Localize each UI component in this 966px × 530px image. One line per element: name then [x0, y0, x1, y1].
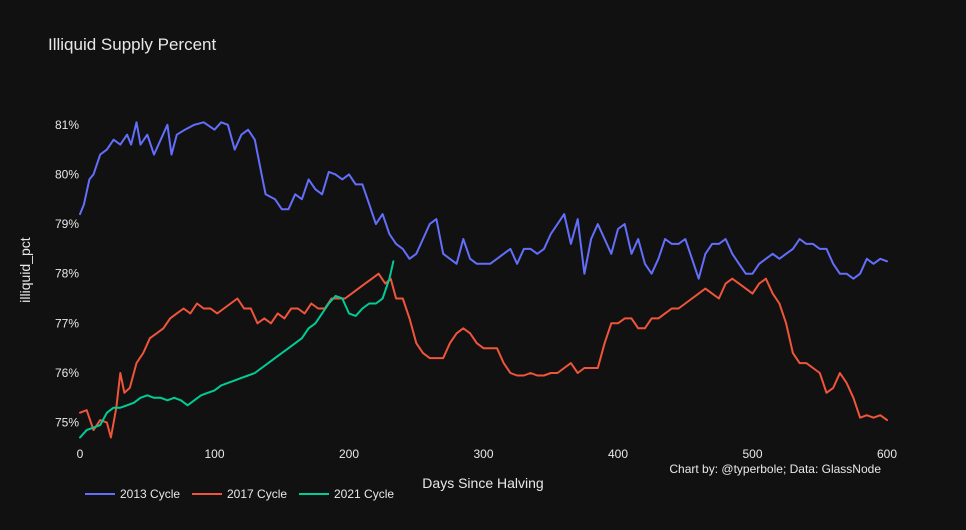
series-lines — [79, 121, 888, 439]
y-axis-ticks: 75% 76% 77% 78% 79% 80% 81% — [55, 118, 79, 430]
x-axis-label: Days Since Halving — [422, 475, 543, 491]
y-tick-label: 81% — [55, 118, 79, 132]
x-axis-ticks: 0 100 200 300 400 500 600 — [77, 447, 898, 461]
chart-legend: 2013 Cycle 2017 Cycle 2021 Cycle — [85, 487, 394, 501]
y-tick-label: 75% — [55, 416, 79, 430]
chart-credit: Chart by: @typerbole; Data: GlassNode — [669, 462, 881, 476]
series-line-2021-cycle — [79, 260, 395, 439]
y-tick-label: 80% — [55, 167, 79, 181]
x-tick-label: 200 — [339, 447, 359, 461]
chart-title: Illiquid Supply Percent — [48, 35, 216, 54]
y-tick-label: 76% — [55, 366, 79, 380]
series-line-2013-cycle — [79, 121, 888, 280]
x-tick-label: 500 — [742, 447, 762, 461]
x-tick-label: 400 — [608, 447, 628, 461]
x-tick-label: 600 — [877, 447, 897, 461]
y-tick-label: 79% — [55, 217, 79, 231]
x-tick-label: 100 — [204, 447, 224, 461]
y-tick-label: 78% — [55, 267, 79, 281]
x-tick-label: 0 — [77, 447, 84, 461]
legend-label: 2021 Cycle — [334, 487, 394, 501]
legend-label: 2017 Cycle — [227, 487, 287, 501]
x-tick-label: 300 — [473, 447, 493, 461]
y-axis-label: illiquid_pct — [17, 237, 33, 302]
legend-label: 2013 Cycle — [120, 487, 180, 501]
series-line-2017-cycle — [79, 272, 888, 439]
y-tick-label: 77% — [55, 316, 79, 330]
